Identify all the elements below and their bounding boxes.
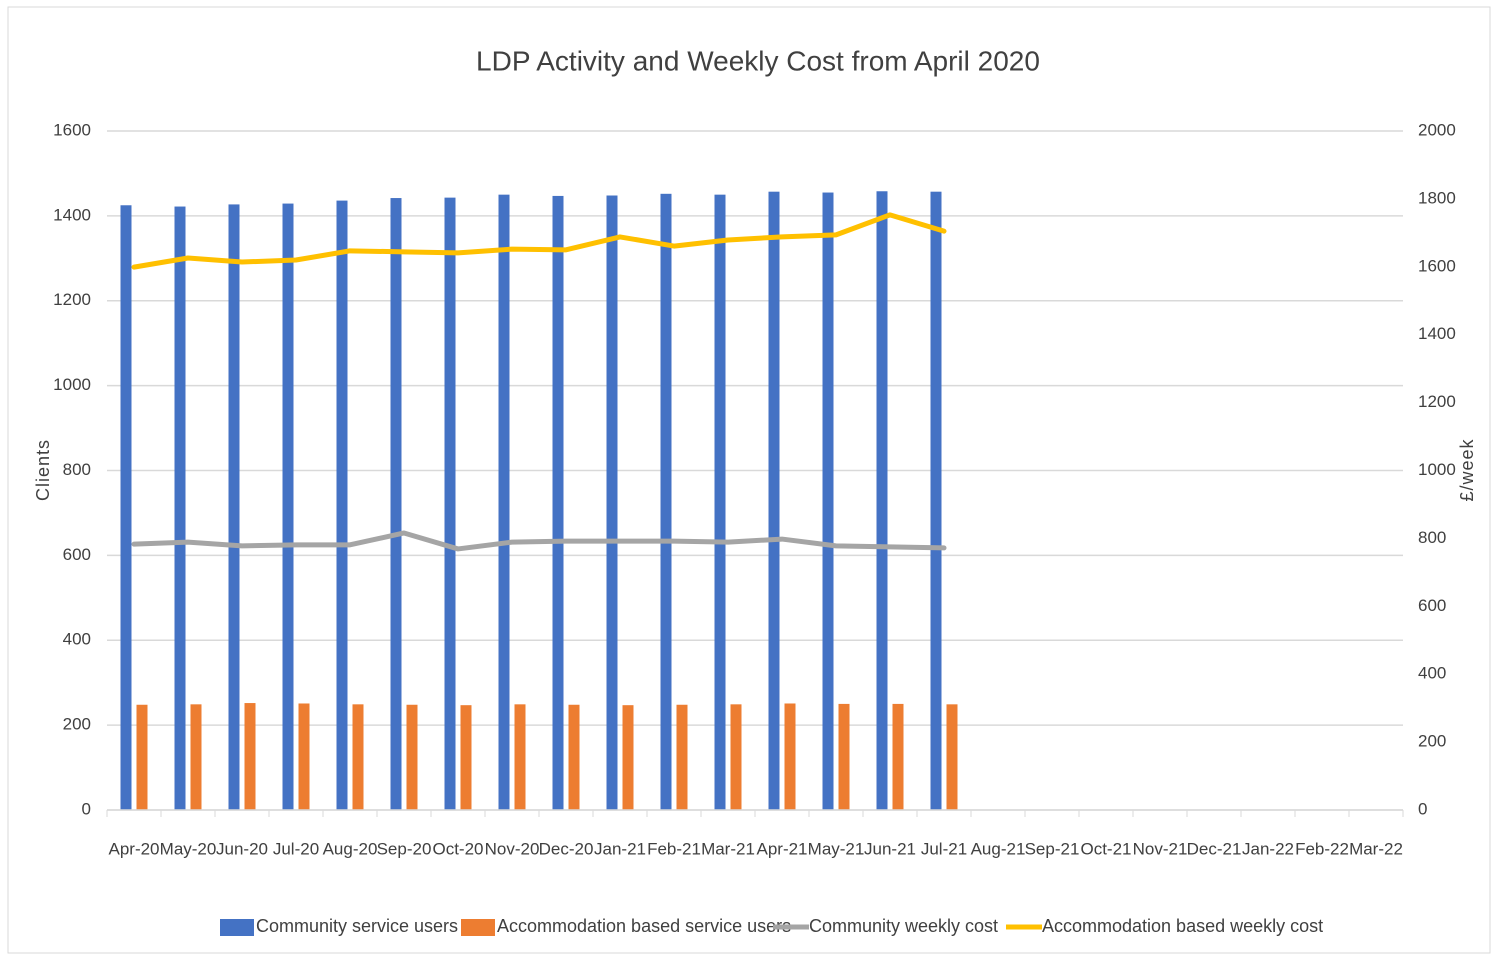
y2-tick-label: 1600 <box>1418 256 1456 275</box>
legend-swatch <box>220 919 254 936</box>
x-tick-label: Jul-21 <box>921 839 967 858</box>
bar <box>282 203 294 811</box>
y2-tick-label: 1800 <box>1418 188 1456 207</box>
y-tick-label: 1000 <box>53 375 91 394</box>
legend-label: Community weekly cost <box>809 916 998 936</box>
x-tick-label: Jan-22 <box>1242 839 1294 858</box>
bar <box>784 703 796 810</box>
bar <box>244 703 256 810</box>
chart-border <box>7 6 1491 954</box>
y2-tick-label: 600 <box>1418 596 1446 615</box>
bar <box>406 704 418 810</box>
x-tick-label: Nov-20 <box>485 839 540 858</box>
y-tick-label: 1400 <box>53 205 91 224</box>
x-tick-label: May-20 <box>160 839 217 858</box>
y-tick-label: 1600 <box>53 120 91 139</box>
x-tick-label: Oct-20 <box>432 839 483 858</box>
y-tick-label: 0 <box>82 799 91 818</box>
chart-title: LDP Activity and Weekly Cost from April … <box>476 45 1040 76</box>
bar <box>606 195 618 810</box>
legend-label: Community service users <box>256 916 458 936</box>
line <box>131 212 947 270</box>
bar <box>514 704 526 810</box>
x-tick-label: Nov-21 <box>1133 839 1188 858</box>
y2-tick-label: 0 <box>1418 799 1427 818</box>
bar <box>444 197 456 810</box>
bar <box>622 705 634 810</box>
y-tick-label: 800 <box>63 460 91 479</box>
y-tick-label: 400 <box>63 630 91 649</box>
bar <box>352 704 364 810</box>
x-tick-label: Dec-20 <box>539 839 594 858</box>
x-tick-label: Feb-22 <box>1295 839 1349 858</box>
bar <box>568 704 580 810</box>
y2-tick-label: 2000 <box>1418 120 1456 139</box>
y2-tick-label: 800 <box>1418 528 1446 547</box>
y2-tick-label: 1000 <box>1418 460 1456 479</box>
x-tick-label: Jan-21 <box>594 839 646 858</box>
bar <box>498 194 510 810</box>
bar <box>298 703 310 810</box>
legend-label: Accommodation based service users <box>497 916 791 936</box>
x-tick-label: Mar-22 <box>1349 839 1403 858</box>
y2-tick-label: 200 <box>1418 732 1446 751</box>
y2-tick-label: 1200 <box>1418 392 1456 411</box>
bar <box>190 704 202 810</box>
legend-swatch <box>461 919 495 936</box>
bar <box>390 198 402 810</box>
y2-axis-label: £/week <box>1457 438 1477 501</box>
y-tick-label: 600 <box>63 545 91 564</box>
x-tick-label: Jun-21 <box>864 839 916 858</box>
x-tick-label: Apr-20 <box>108 839 159 858</box>
bar <box>676 704 688 810</box>
x-tick-label: Sep-20 <box>377 839 432 858</box>
bar <box>174 206 186 810</box>
legend-label: Accommodation based weekly cost <box>1042 916 1323 936</box>
x-tick-label: Aug-20 <box>323 839 378 858</box>
bar <box>336 200 348 810</box>
bar <box>768 191 780 811</box>
y2-tick-label: 400 <box>1418 664 1446 683</box>
bar <box>946 704 958 810</box>
y2-tick-label: 1400 <box>1418 324 1456 343</box>
x-tick-label: May-21 <box>808 839 865 858</box>
line <box>131 530 947 552</box>
x-tick-label: Jun-20 <box>216 839 268 858</box>
bar <box>136 704 148 810</box>
x-tick-label: Oct-21 <box>1080 839 1131 858</box>
bar <box>714 194 726 810</box>
bar <box>838 703 850 810</box>
bar <box>552 195 564 810</box>
y-tick-label: 200 <box>63 715 91 734</box>
bar <box>460 705 472 810</box>
bar <box>892 703 904 810</box>
x-tick-label: Jul-20 <box>273 839 319 858</box>
y-axis-label: Clients <box>33 439 53 501</box>
bar <box>228 204 240 810</box>
x-tick-label: Feb-21 <box>647 839 701 858</box>
bar <box>660 193 672 810</box>
bar <box>120 205 132 810</box>
x-tick-label: Dec-21 <box>1187 839 1242 858</box>
bar <box>730 704 742 810</box>
bar <box>876 191 888 811</box>
x-tick-label: Aug-21 <box>971 839 1026 858</box>
bar <box>930 191 942 811</box>
x-tick-label: Sep-21 <box>1025 839 1080 858</box>
x-tick-label: Mar-21 <box>701 839 755 858</box>
x-tick-label: Apr-21 <box>756 839 807 858</box>
y-tick-label: 1200 <box>53 290 91 309</box>
bar <box>822 192 834 811</box>
